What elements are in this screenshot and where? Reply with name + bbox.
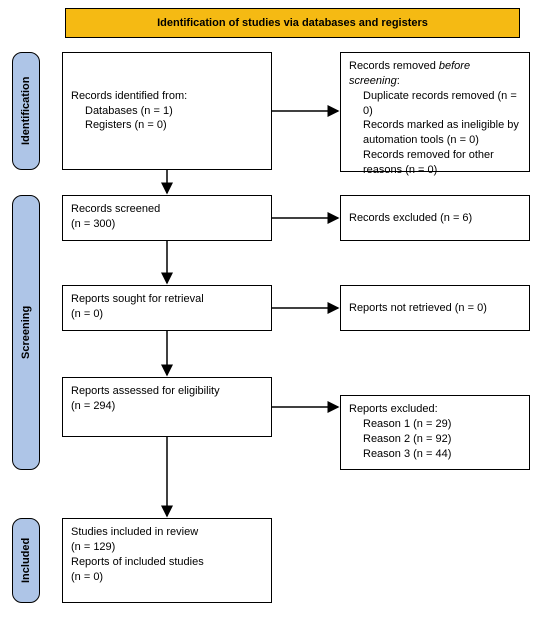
- text-line: (n = 300): [71, 217, 263, 232]
- text-span: Records removed: [349, 60, 439, 72]
- text-line: (n = 294): [71, 399, 263, 414]
- text-line: Records removed for other reasons (n = 0…: [349, 148, 521, 178]
- text-line: Reports assessed for eligibility: [71, 384, 263, 399]
- box-studies-included: Studies included in review (n = 129) Rep…: [62, 518, 272, 603]
- text-line: Reports excluded:: [349, 402, 521, 417]
- box-records-identified: Records identified from: Databases (n = …: [62, 52, 272, 170]
- side-label-text: Screening: [20, 306, 32, 359]
- text-line: Records removed before screening:: [349, 59, 521, 89]
- side-label-text: Identification: [20, 77, 32, 145]
- box-records-excluded: Records excluded (n = 6): [340, 195, 530, 241]
- text-line: Reason 2 (n = 92): [349, 432, 521, 447]
- text-line: (n = 0): [71, 570, 263, 585]
- text-line: Studies included in review: [71, 525, 263, 540]
- text-line: Registers (n = 0): [71, 118, 263, 133]
- text-line: Reports not retrieved (n = 0): [349, 301, 487, 316]
- side-label-included: Included: [12, 518, 40, 603]
- side-label-text: Included: [20, 538, 32, 583]
- box-records-removed: Records removed before screening: Duplic…: [340, 52, 530, 172]
- text-line: Records screened: [71, 202, 263, 217]
- header-box: Identification of studies via databases …: [65, 8, 520, 38]
- side-label-screening: Screening: [12, 195, 40, 470]
- text-line: Reports sought for retrieval: [71, 292, 263, 307]
- box-records-screened: Records screened (n = 300): [62, 195, 272, 241]
- text-line: (n = 0): [71, 307, 263, 322]
- text-line: Reports of included studies: [71, 555, 263, 570]
- box-reports-not-retrieved: Reports not retrieved (n = 0): [340, 285, 530, 331]
- text-line: Reason 3 (n = 44): [349, 447, 521, 462]
- side-label-identification: Identification: [12, 52, 40, 170]
- text-line: Reason 1 (n = 29): [349, 417, 521, 432]
- box-reports-assessed: Reports assessed for eligibility (n = 29…: [62, 377, 272, 437]
- text-line: Records identified from:: [71, 89, 263, 104]
- text-line: (n = 129): [71, 540, 263, 555]
- text-line: Records excluded (n = 6): [349, 211, 472, 226]
- header-text: Identification of studies via databases …: [157, 16, 428, 31]
- text-span: :: [397, 75, 400, 87]
- box-reports-excluded: Reports excluded: Reason 1 (n = 29) Reas…: [340, 395, 530, 470]
- text-line: Duplicate records removed (n = 0): [349, 89, 521, 119]
- text-line: Records marked as ineligible by automati…: [349, 118, 521, 148]
- prisma-flow-diagram: { "colors": { "header_bg": "#f5ba13", "s…: [0, 0, 550, 631]
- text-line: Databases (n = 1): [71, 104, 263, 119]
- box-reports-sought: Reports sought for retrieval (n = 0): [62, 285, 272, 331]
